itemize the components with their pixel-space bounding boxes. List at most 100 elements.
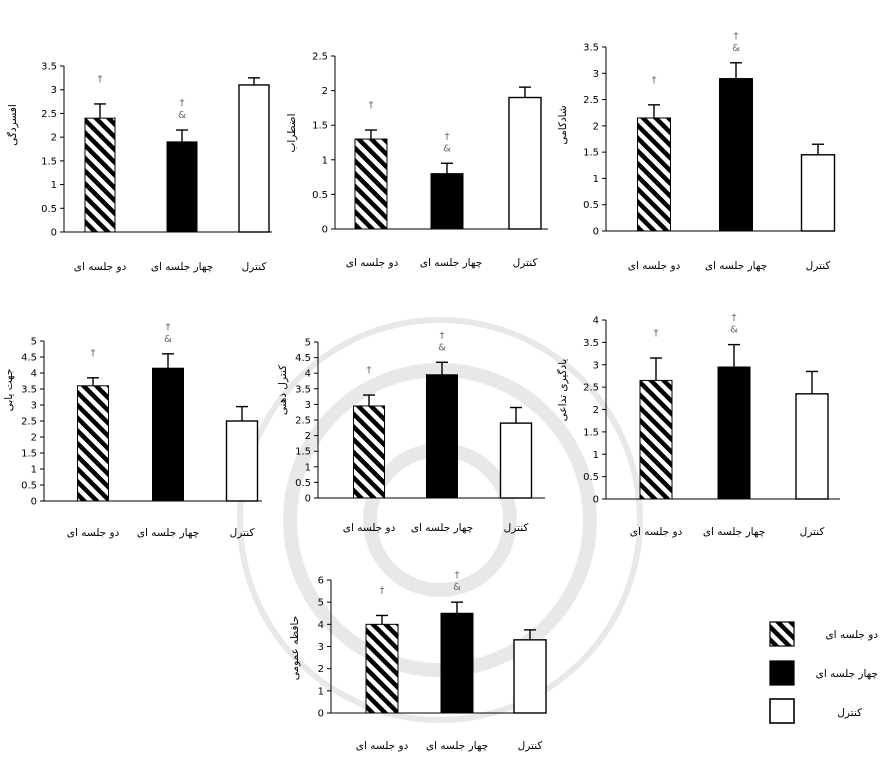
y-tick-label: 0 (31, 497, 37, 508)
bar-2 (440, 612, 474, 714)
chart-panel-6: 0 0.5 1 1.5 2 2.5 3 3.5 4 یادگیری تداعی † دو جلسه ا… (556, 313, 840, 538)
legend: دو جلسه ای چهار جلسه ای کنترل (769, 621, 878, 724)
y-tick-label: 3 (318, 642, 324, 653)
y-tick-label: 2 (318, 664, 324, 675)
y-axis-label: اضطراب (286, 113, 298, 152)
category-label: کنترل (242, 261, 267, 273)
bar-1 (639, 379, 673, 500)
significance-mark: & (453, 582, 461, 593)
y-tick-label: 3 (31, 401, 37, 412)
y-tick-label: 1.5 (295, 447, 311, 458)
significance-mark: & (438, 342, 446, 353)
y-tick-label: 2.5 (41, 109, 57, 120)
category-label: کنترل (800, 526, 825, 538)
category-label: دو جلسه ای (74, 261, 127, 273)
bar-3 (513, 639, 547, 714)
category-label: کنترل (518, 740, 543, 752)
category-label: کنترل (504, 522, 529, 534)
y-tick-label: 1 (31, 465, 37, 476)
significance-mark: † (455, 570, 460, 581)
bar-3 (800, 154, 836, 232)
significance-mark: † (445, 131, 450, 142)
category-label: دو جلسه ای (346, 257, 399, 269)
y-tick-label: 4.5 (21, 353, 37, 364)
category-label: چهار جلسه ای (411, 522, 473, 534)
y-tick-label: 1 (593, 450, 599, 461)
y-tick-label: 2.5 (295, 416, 311, 427)
y-tick-label: 0.5 (21, 481, 37, 492)
significance-mark: & (443, 143, 451, 154)
bar-2 (426, 374, 458, 499)
significance-mark: † (654, 328, 659, 339)
category-label: کنترل (806, 260, 831, 272)
y-tick-label: 2.5 (583, 383, 599, 394)
bar-3 (508, 96, 542, 230)
category-label: چهار جلسه ای (151, 261, 213, 273)
category-label: دو جلسه ای (67, 527, 120, 539)
y-tick-label: 3 (51, 85, 57, 96)
bar-3 (795, 393, 829, 500)
y-tick-label: 4 (318, 620, 324, 631)
legend-swatch-four (769, 660, 795, 686)
y-tick-label: 1 (305, 462, 311, 473)
significance-mark: † (369, 100, 374, 111)
y-tick-label: 3 (593, 360, 599, 371)
significance-mark: † (732, 313, 737, 324)
y-tick-label: 0 (305, 494, 311, 505)
y-tick-label: 5 (31, 337, 37, 348)
bar-2 (166, 141, 198, 233)
y-tick-label: 1 (322, 155, 328, 166)
y-tick-label: 0.5 (41, 204, 57, 215)
y-tick-label: 4 (305, 369, 311, 380)
bar-1 (353, 405, 385, 499)
y-tick-label: 4.5 (295, 353, 311, 364)
significance-mark: † (734, 31, 739, 42)
y-tick-label: 1.5 (41, 156, 57, 167)
y-tick-label: 3.5 (295, 384, 311, 395)
category-label: چهار جلسه ای (137, 527, 199, 539)
y-axis-label: جهت یابی (3, 369, 15, 412)
y-tick-label: 2 (593, 121, 599, 132)
y-tick-label: 0 (593, 227, 599, 238)
significance-mark: & (164, 334, 172, 345)
y-tick-label: 4 (593, 316, 599, 327)
y-axis-label: شادکامی (557, 105, 569, 144)
significance-mark: † (440, 330, 445, 341)
y-tick-label: 2.5 (21, 417, 37, 428)
bar-2 (152, 367, 184, 502)
category-label: چهار جلسه ای (420, 257, 482, 269)
y-tick-label: 5 (318, 598, 324, 609)
legend-label-two: دو جلسه ای (825, 629, 878, 641)
y-tick-label: 0 (318, 709, 324, 720)
y-axis-label: حافظه عمومی (289, 616, 301, 680)
legend-swatch-control (769, 698, 795, 724)
category-label: چهار جلسه ای (705, 260, 767, 272)
significance-mark: † (91, 348, 96, 359)
category-label: کنترل (513, 257, 538, 269)
y-tick-label: 1.5 (21, 449, 37, 460)
y-tick-label: 3.5 (41, 62, 57, 73)
bar-3 (225, 420, 259, 502)
chart-panel-5: 0 0.5 1 1.5 2 2.5 3 3.5 4 4.5 5 کنترل ذهنی † دو جلسه … (277, 330, 545, 534)
y-tick-label: 0.5 (583, 472, 599, 483)
category-label: دو جلسه ای (628, 260, 681, 272)
y-axis-label: یادگیری تداعی (556, 359, 569, 422)
category-label: چهار جلسه ای (703, 526, 765, 538)
legend-label-four: چهار جلسه ای (816, 668, 878, 680)
y-tick-label: 2 (322, 86, 328, 97)
significance-mark: † (98, 74, 103, 85)
y-tick-label: 2 (51, 133, 57, 144)
chart-panel-4: 0 0.5 1 1.5 2 2.5 3 3.5 4 4.5 5 جهت یابی † دو جلسه ای… (3, 322, 262, 539)
y-axis-label: افسردگی (6, 104, 19, 146)
bar-2 (719, 78, 753, 232)
y-tick-label: 0.5 (295, 478, 311, 489)
legend-swatch-two (769, 621, 795, 647)
y-tick-label: 2 (593, 405, 599, 416)
y-tick-label: 2 (305, 431, 311, 442)
y-tick-label: 6 (318, 576, 324, 587)
y-tick-label: 0.5 (583, 200, 599, 211)
y-tick-label: 3 (305, 400, 311, 411)
